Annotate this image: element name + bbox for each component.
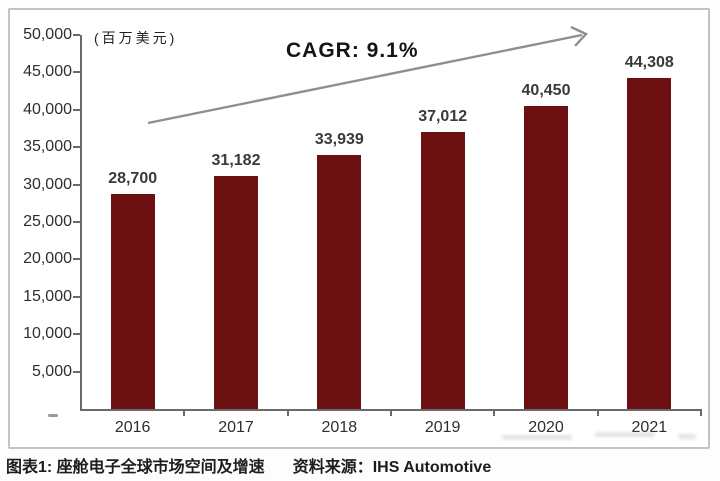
y-tick-label: 10,000 [23, 325, 72, 343]
bar-value-label: 37,012 [418, 108, 468, 126]
y-tick-mark [73, 146, 80, 149]
y-axis-unit-label: (百万美元) [94, 30, 178, 46]
y-tick-label: 30,000 [23, 175, 72, 193]
y-tick-mark [73, 34, 80, 36]
bar-value-label: 31,182 [211, 151, 261, 169]
x-tick-label: 2020 [528, 419, 564, 436]
y-tick-label: 5,000 [31, 362, 72, 380]
y-tick-mark [73, 258, 80, 261]
bar-2017 [214, 175, 258, 409]
bar-value-label: 33,939 [314, 131, 364, 149]
y-tick-mark [73, 295, 80, 298]
bar-2019 [420, 132, 465, 409]
x-tick-label: 2019 [424, 419, 461, 436]
caption-source: 资料来源：IHS Automotive [292, 459, 492, 476]
y-tick-label: 20,000 [23, 250, 72, 268]
y-tick-mark [73, 71, 80, 74]
caption-title: 图表1: 座舱电子全球市场空间及增速 [6, 459, 265, 476]
bar-value-label: 44,308 [624, 53, 674, 71]
x-tick-mark [390, 411, 392, 416]
y-axis [80, 35, 82, 410]
y-tick-label: 25,000 [23, 213, 72, 230]
watermark-smudge [595, 432, 655, 437]
chart-panel: (百万美元) CAGR: 9.1% 5,000 10,000 15,000 20,00… [8, 8, 710, 449]
y-tick-mark [73, 333, 80, 336]
x-tick-label: 2018 [321, 419, 358, 436]
x-tick-label: 2017 [218, 419, 254, 436]
y-tick-label: 45,000 [23, 63, 72, 81]
y-tick-label: 50,000 [23, 26, 72, 43]
bar-value-label: 40,450 [521, 82, 571, 100]
figure-caption: 图表1: 座舱电子全球市场空间及增速 资料来源：IHS Automotive [6, 453, 716, 477]
x-tick-mark [286, 411, 289, 416]
y-tick-label: 15,000 [23, 287, 72, 305]
bar-2021 [627, 77, 672, 409]
bar-value-label: 28,700 [108, 170, 158, 188]
y-tick-label: 35,000 [23, 138, 72, 156]
bar-2020 [524, 106, 568, 409]
x-tick-label: 2016 [114, 419, 151, 436]
zero-tick-mark [48, 414, 58, 417]
y-tick-mark [73, 221, 80, 223]
x-tick-mark [183, 411, 186, 416]
watermark-smudge [678, 434, 696, 439]
watermark-smudge [502, 435, 572, 440]
y-tick-mark [73, 108, 80, 111]
y-tick-mark [73, 183, 80, 186]
cagr-annotation: CAGR: 9.1% [286, 39, 419, 62]
y-tick-mark [73, 370, 80, 373]
bar-2016 [110, 194, 155, 409]
bar-2018 [317, 155, 362, 409]
y-tick-label: 40,000 [23, 100, 72, 118]
x-tick-label: 2021 [631, 419, 668, 436]
x-tick-mark [596, 411, 599, 416]
x-tick-mark [700, 411, 702, 416]
x-axis [80, 409, 702, 411]
x-tick-mark [493, 411, 496, 416]
